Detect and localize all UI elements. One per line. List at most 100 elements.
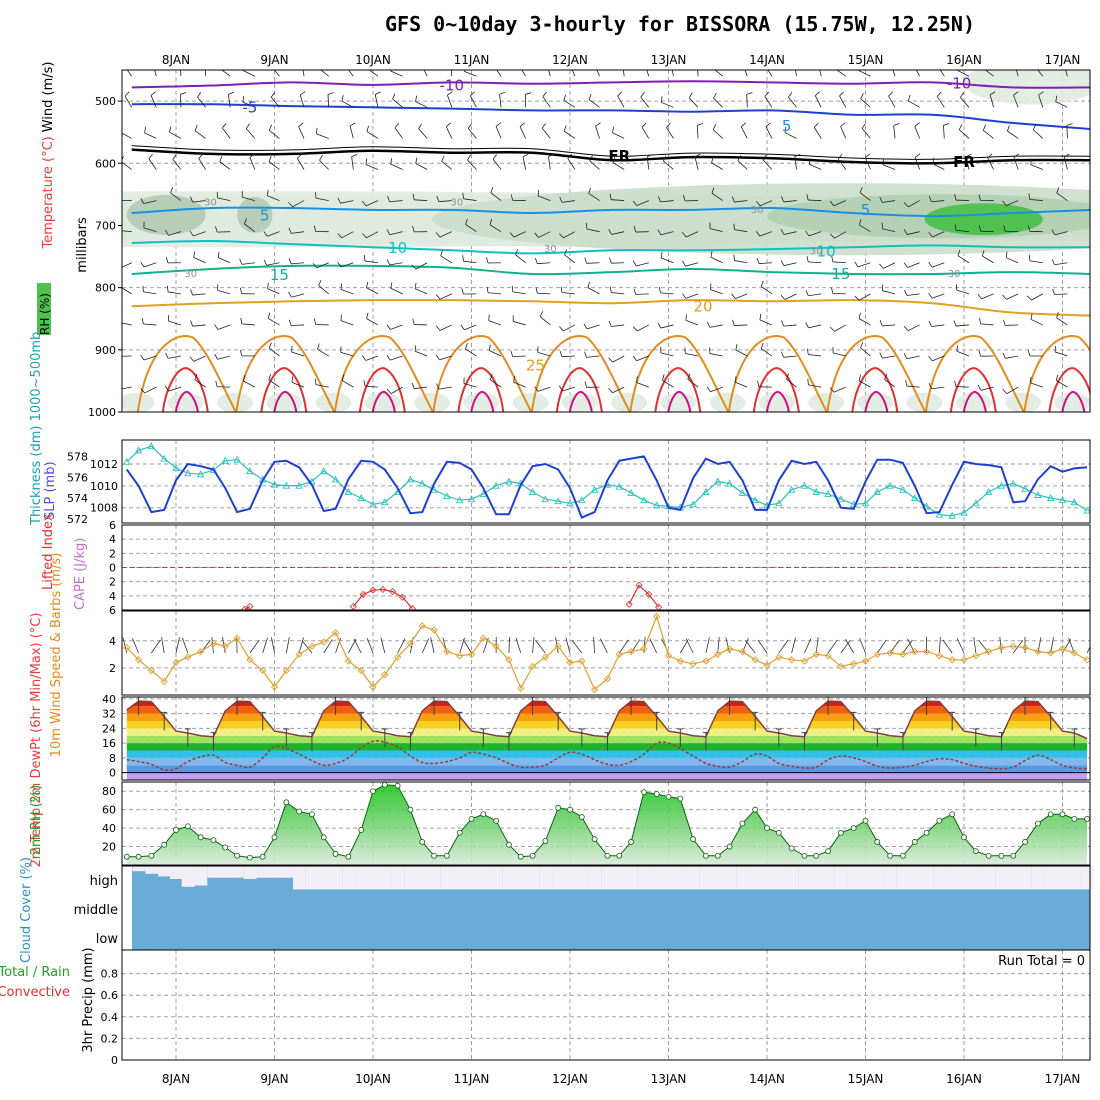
thickness-point xyxy=(997,481,1006,489)
wind-barb xyxy=(348,70,354,77)
wind-barb xyxy=(858,70,871,77)
top-date-label: 13JAN xyxy=(651,53,687,67)
wind-barb xyxy=(341,100,354,108)
isotherm-25 xyxy=(530,335,631,412)
wind-barb-flag xyxy=(1066,123,1073,126)
wind-barb xyxy=(392,98,403,108)
wind-barb-flag xyxy=(445,122,452,127)
rh-shading xyxy=(217,392,254,412)
lifted-index-line xyxy=(352,588,413,609)
rh-axis-title: RH (%) xyxy=(38,293,52,335)
wind-speed-point xyxy=(861,657,870,665)
wind-barb-flag xyxy=(1032,124,1037,130)
wind-barb-flag xyxy=(337,197,341,204)
wind-axis-title: Wind (m/s) xyxy=(41,62,56,133)
precip-tick-label: 0.8 xyxy=(101,968,119,981)
contour-label: 5 xyxy=(260,207,270,225)
wind-barb xyxy=(266,262,280,266)
thickness-point xyxy=(702,487,710,495)
wind-barb xyxy=(710,289,723,295)
cloud-high-gap xyxy=(785,866,799,890)
rh-point xyxy=(900,852,906,859)
cape-axis-title: CAPE (J/kg) xyxy=(73,538,88,610)
wind-barb-flag xyxy=(436,383,440,390)
wind-barb xyxy=(980,230,994,233)
wind-speed-point xyxy=(566,658,574,667)
wind-barb-flag xyxy=(936,91,942,97)
rh-point xyxy=(591,836,598,843)
wind-barb xyxy=(635,293,649,295)
panel-frame-precip xyxy=(121,949,1091,1061)
isotherm-35 xyxy=(765,390,790,412)
wind-barb xyxy=(808,384,822,388)
wind-barb xyxy=(463,198,477,201)
wind-barb-flag xyxy=(694,153,701,158)
thickness-point xyxy=(873,487,882,495)
bottom-date-label: 13JAN xyxy=(651,1072,687,1086)
wind-barb-flag xyxy=(1038,91,1044,96)
isotherm-30 xyxy=(1048,367,1090,412)
wind-speed-point xyxy=(172,658,180,667)
contour-label: -10 xyxy=(947,75,972,93)
wind-axis-title: 10m Wind Speed & Barbs (m/s) xyxy=(49,553,64,758)
isotherm-25 xyxy=(1023,335,1090,412)
wind-barb-flag xyxy=(612,156,616,163)
upper-axis-title-line1: Temperature (°C) Wind (m/s) xyxy=(41,62,56,250)
cloud-high-gap xyxy=(280,866,293,878)
cloud-high-gap xyxy=(514,866,528,890)
wind-barb xyxy=(636,262,649,267)
wind-barb xyxy=(513,231,526,238)
top-date-label: 15JAN xyxy=(848,53,884,67)
wind-barb-flag xyxy=(435,232,441,238)
wind-speed-point xyxy=(911,648,919,656)
wind-barb xyxy=(267,231,280,237)
wind-barb xyxy=(374,94,379,108)
wind-barb-flag xyxy=(981,250,985,257)
panel-frame-cape xyxy=(121,524,1091,611)
rh-point xyxy=(431,852,437,859)
rh-point xyxy=(972,848,979,855)
wind-barb-flag xyxy=(584,351,587,358)
wind-barb-flag xyxy=(879,352,883,359)
wind-barb-flag xyxy=(535,287,538,294)
temperature-axis-title: Temperature (°C) xyxy=(41,136,56,249)
wind-barb-flag xyxy=(298,122,304,127)
wind-barb-flag xyxy=(205,62,211,64)
wind-barb xyxy=(808,199,822,201)
rh-point xyxy=(739,820,746,827)
wind-barb xyxy=(960,97,970,108)
wind-barb-flag xyxy=(291,376,294,383)
wind-barb-flag xyxy=(1051,229,1056,236)
wind-barb xyxy=(860,98,871,108)
thickness-point xyxy=(775,499,783,507)
thickness-point xyxy=(812,487,821,495)
wind-barb xyxy=(445,126,453,139)
rh-point xyxy=(578,814,585,820)
data-marks: -10 -10 -5 5 FR FR 5 5 10 10 15 15 20 25 30 30 30 30 30 30 3… xyxy=(122,62,1094,950)
cloud-high-gap xyxy=(810,866,823,890)
cloud-high-gap xyxy=(194,866,208,886)
wind-barb xyxy=(143,262,157,268)
wind-barb xyxy=(193,231,206,237)
temp-band xyxy=(126,765,1088,773)
rh-axis-title: 2m RH (%) xyxy=(29,785,44,856)
isotherm-25 xyxy=(333,335,434,412)
wind-barb-flag xyxy=(712,124,717,130)
wind-barb xyxy=(415,101,428,108)
thickness-point xyxy=(935,510,944,518)
wind-barb xyxy=(1066,125,1068,139)
cloud-high-gap xyxy=(416,866,429,890)
wind-barb xyxy=(882,228,896,233)
wind-barb-flag xyxy=(765,122,771,128)
wind-speed-point xyxy=(1021,643,1029,652)
wind-barb xyxy=(932,231,945,238)
wind-barb xyxy=(298,126,305,139)
wind-barb-flag xyxy=(164,230,169,236)
wind-barb-flag xyxy=(914,122,920,127)
slp-tick-label: 1008 xyxy=(90,502,118,515)
thickness-point xyxy=(172,464,180,471)
wind-barb-flag xyxy=(249,153,255,158)
wind-barb-flag xyxy=(860,342,864,348)
cloud-high-gap xyxy=(243,866,257,879)
wind-barb xyxy=(1038,94,1044,108)
